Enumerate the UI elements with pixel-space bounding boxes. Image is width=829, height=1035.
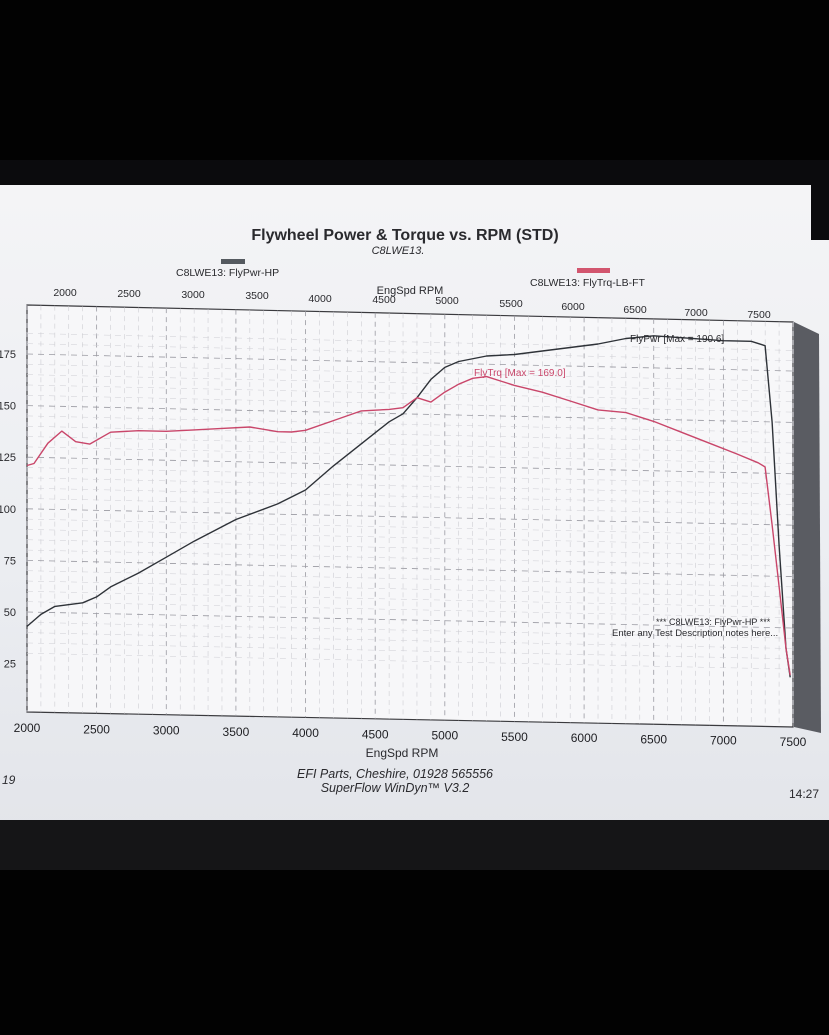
x-axis-label: EngSpd RPM <box>366 746 439 760</box>
x-tick-label-bottom: 3500 <box>223 725 250 739</box>
grid-horizontal <box>26 364 794 382</box>
plot-right-shadow <box>794 322 821 733</box>
grid-horizontal <box>26 456 794 475</box>
background-under <box>0 820 829 870</box>
x-tick-label-bottom: 6000 <box>571 731 598 745</box>
grid-horizontal <box>26 405 794 423</box>
grid-horizontal <box>26 343 794 361</box>
y-tick-label: 25 <box>4 659 16 671</box>
grid-horizontal <box>26 601 794 618</box>
grid-horizontal <box>26 653 794 670</box>
grid-horizontal <box>26 539 794 557</box>
chart-subtitle: C8LWE13. <box>372 245 425 257</box>
grid-horizontal <box>26 477 794 495</box>
legend-label-torque: C8LWE13: FlyTrq-LB-FT <box>530 277 646 289</box>
grid-horizontal <box>26 570 794 588</box>
x-tick-label-top: 2000 <box>53 287 77 299</box>
background-right <box>811 160 829 240</box>
x-tick-label-bottom: 4000 <box>292 726 319 740</box>
torque-max-annotation: FlyTrq [Max = 169.0] <box>474 368 566 379</box>
x-tick-label-top: 6000 <box>561 301 585 313</box>
legend-swatch-torque <box>577 268 610 273</box>
x-tick-label-bottom: 3000 <box>153 724 180 738</box>
x-tick-label-bottom: 7000 <box>710 734 737 748</box>
grid-horizontal <box>26 518 794 536</box>
x-tick-label-top: 2500 <box>117 288 141 300</box>
y-tick-label: 100 <box>0 504 16 516</box>
x-tick-label-top: 7500 <box>747 309 771 321</box>
grid-horizontal <box>26 508 794 526</box>
grid-horizontal <box>26 498 794 516</box>
legend-label-power: C8LWE13: FlyPwr-HP <box>176 267 279 279</box>
data-series <box>26 335 791 678</box>
grid-horizontal <box>26 487 794 505</box>
x-tick-label-top: 5500 <box>499 298 523 310</box>
grid-horizontal <box>26 395 794 413</box>
x-tick-label-bottom: 5000 <box>431 729 458 743</box>
grid-horizontal <box>26 415 794 433</box>
legend-swatch-power <box>221 259 245 264</box>
grid-horizontal <box>26 467 794 485</box>
grid-horizontal <box>26 436 794 454</box>
grid-horizontal <box>26 622 794 639</box>
chart-title: Flywheel Power & Torque vs. RPM (STD) <box>251 227 558 244</box>
grid-horizontal <box>26 591 794 608</box>
footer-left-fragment: 19 <box>2 773 16 787</box>
y-tick-label: 150 <box>0 401 16 413</box>
axis-ticks: 2000 2000 2500 2500 3000 3000 3500 3500 4000 4000… <box>0 287 807 749</box>
x-tick-label-bottom: 6500 <box>640 732 667 746</box>
y-tick-label: 75 <box>4 555 16 567</box>
grid-horizontal <box>26 353 794 372</box>
y-tick-label: 175 <box>0 349 16 361</box>
x-tick-label-top: 6500 <box>623 304 647 316</box>
grid-horizontal <box>26 446 794 464</box>
test-id-annotation: *** C8LWE13: FlyPwr-HP *** <box>656 617 771 627</box>
grid-horizontal <box>26 374 794 392</box>
grid-lines <box>26 305 794 727</box>
torque-curve <box>26 375 791 676</box>
x-tick-label-bottom: 4500 <box>362 727 389 741</box>
y-tick-label: 50 <box>4 607 16 619</box>
x-tick-label-top: 4000 <box>308 293 332 305</box>
x-tick-label-bottom: 2500 <box>83 722 110 736</box>
grid-horizontal <box>26 333 794 351</box>
grid-horizontal <box>26 611 794 629</box>
y-tick-label: 125 <box>0 452 16 464</box>
grid-horizontal <box>26 529 794 547</box>
footer-software: SuperFlow WinDyn™ V3.2 <box>321 781 470 795</box>
power-max-annotation: FlyPwr [Max = 190.6] <box>630 334 724 345</box>
test-notes-annotation: Enter any Test Description notes here... <box>612 628 778 639</box>
top-axis-label: EngSpd RPM <box>377 285 444 297</box>
grid-horizontal <box>26 580 794 598</box>
grid-horizontal <box>26 560 794 577</box>
grid-horizontal <box>26 384 794 403</box>
x-tick-label-top: 7000 <box>684 307 708 319</box>
x-tick-label-bottom: 7500 <box>780 735 807 749</box>
x-tick-label-top: 5000 <box>435 295 459 307</box>
x-tick-label-top: 4500 <box>372 294 396 306</box>
x-tick-label-bottom: 2000 <box>14 721 41 735</box>
x-tick-label-top: 3000 <box>181 289 205 301</box>
grid-horizontal <box>26 425 794 444</box>
footer-company: EFI Parts, Cheshire, 01928 565556 <box>297 767 493 781</box>
grid-horizontal <box>26 642 794 660</box>
grid-horizontal <box>26 632 794 649</box>
power-curve <box>26 335 791 678</box>
x-tick-label-bottom: 5500 <box>501 730 528 744</box>
x-tick-label-top: 3500 <box>245 290 269 302</box>
footer-time: 14:27 <box>789 787 819 801</box>
grid-horizontal <box>26 549 794 567</box>
